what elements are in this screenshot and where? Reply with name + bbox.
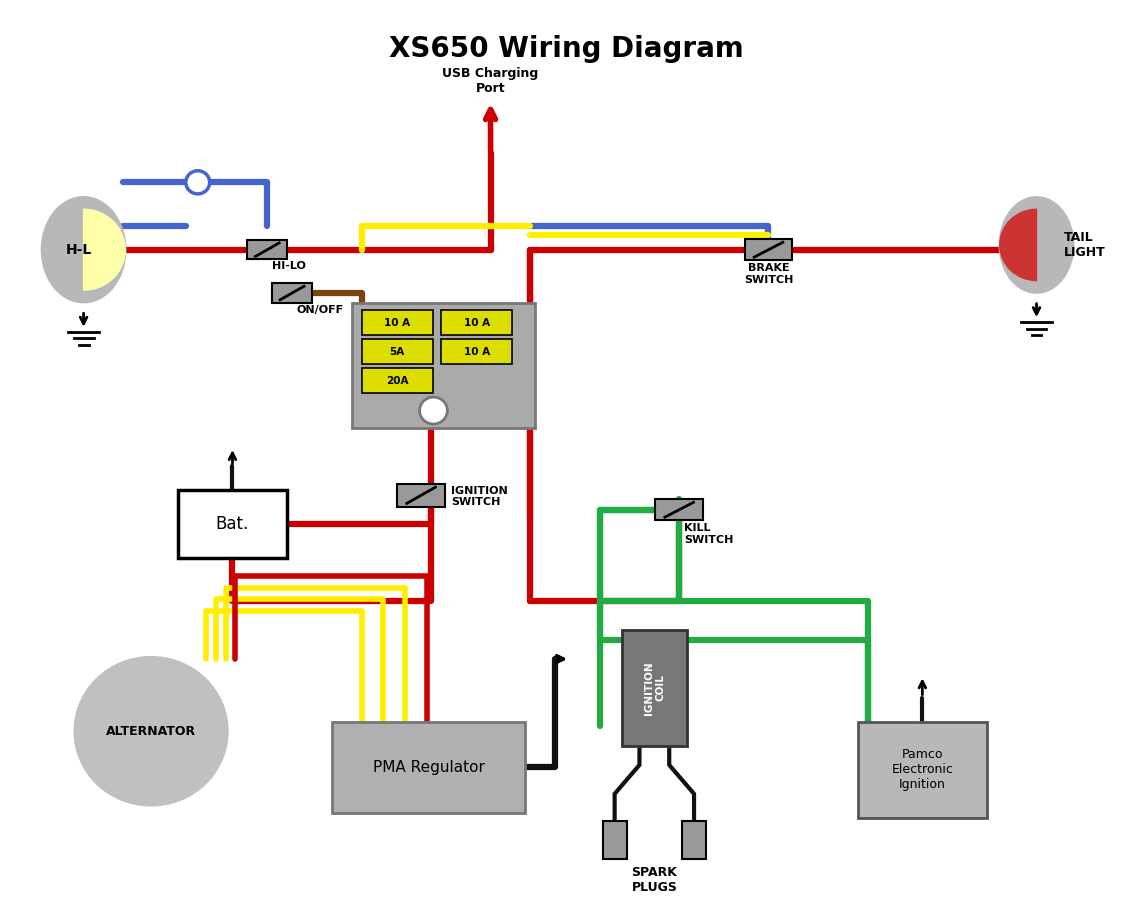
Text: SPARK
PLUGS: SPARK PLUGS <box>632 866 677 895</box>
FancyBboxPatch shape <box>655 499 703 521</box>
Text: TAIL
LIGHT: TAIL LIGHT <box>1064 231 1106 259</box>
Ellipse shape <box>1000 197 1074 293</box>
FancyBboxPatch shape <box>272 283 312 303</box>
FancyBboxPatch shape <box>602 821 626 859</box>
Wedge shape <box>1000 209 1037 280</box>
FancyBboxPatch shape <box>441 310 513 335</box>
Text: 10 A: 10 A <box>464 347 490 357</box>
Text: 10 A: 10 A <box>464 318 490 328</box>
Text: PMA Regulator: PMA Regulator <box>372 760 484 775</box>
FancyBboxPatch shape <box>332 722 525 813</box>
Ellipse shape <box>42 197 126 303</box>
FancyBboxPatch shape <box>441 339 513 364</box>
FancyBboxPatch shape <box>745 239 792 261</box>
Wedge shape <box>84 209 126 290</box>
Text: HI-LO: HI-LO <box>272 262 306 271</box>
Text: IGNITION
SWITCH: IGNITION SWITCH <box>451 485 507 507</box>
FancyBboxPatch shape <box>178 491 288 558</box>
FancyBboxPatch shape <box>623 630 687 745</box>
FancyBboxPatch shape <box>397 484 445 507</box>
FancyBboxPatch shape <box>361 369 432 393</box>
FancyBboxPatch shape <box>361 339 432 364</box>
Ellipse shape <box>75 656 228 806</box>
Text: IGNITION
COIL: IGNITION COIL <box>644 661 666 715</box>
Text: BRAKE
SWITCH: BRAKE SWITCH <box>744 263 794 285</box>
Text: USB Charging
Port: USB Charging Port <box>443 67 539 94</box>
Circle shape <box>420 397 447 424</box>
Text: KILL
SWITCH: KILL SWITCH <box>684 523 734 545</box>
Text: ON/OFF: ON/OFF <box>297 305 344 315</box>
Text: 20A: 20A <box>386 376 409 386</box>
Text: XS650 Wiring Diagram: XS650 Wiring Diagram <box>388 35 744 63</box>
FancyBboxPatch shape <box>352 303 535 428</box>
Text: ALTERNATOR: ALTERNATOR <box>106 725 196 738</box>
Text: 10 A: 10 A <box>384 318 410 328</box>
FancyBboxPatch shape <box>683 821 706 859</box>
Text: Bat.: Bat. <box>216 515 249 533</box>
FancyBboxPatch shape <box>858 722 987 818</box>
Text: 5A: 5A <box>389 347 405 357</box>
Circle shape <box>186 171 209 194</box>
Text: H-L: H-L <box>66 243 92 257</box>
Text: Pamco
Electronic
Ignition: Pamco Electronic Ignition <box>891 748 953 791</box>
FancyBboxPatch shape <box>248 240 288 260</box>
FancyBboxPatch shape <box>361 310 432 335</box>
